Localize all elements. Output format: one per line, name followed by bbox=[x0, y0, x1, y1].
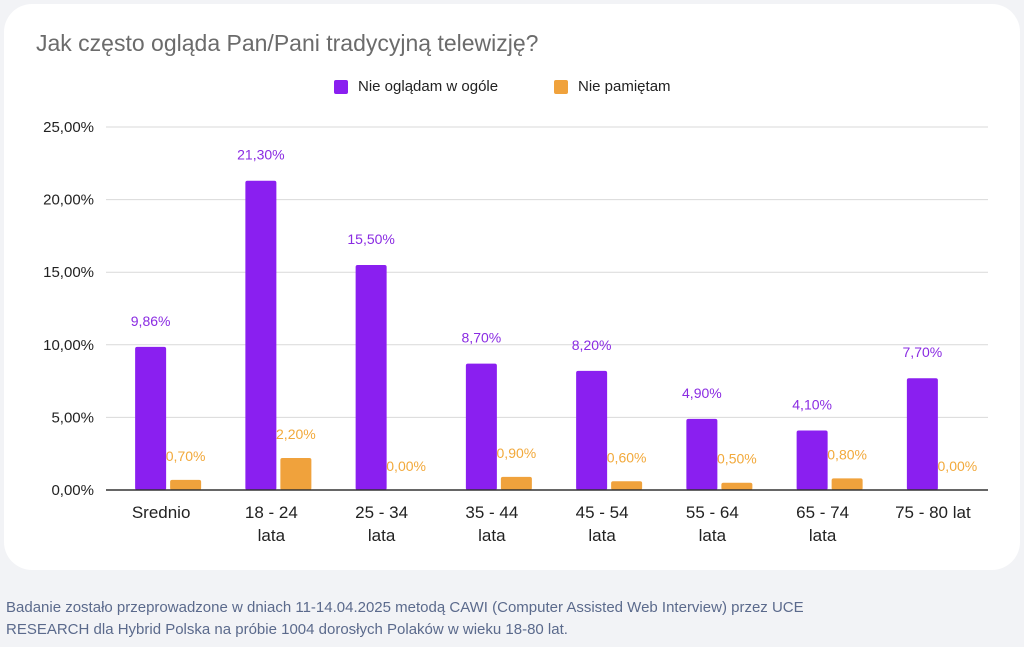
y-tick-label: 0,00% bbox=[51, 482, 94, 499]
data-label-series-2: 2,20% bbox=[276, 426, 316, 442]
footnote-line-2: RESEARCH dla Hybrid Polska na próbie 100… bbox=[6, 621, 568, 638]
bar-series-2 bbox=[831, 478, 863, 490]
bar-series-1 bbox=[135, 346, 167, 490]
data-label-series-1: 4,90% bbox=[682, 385, 722, 401]
data-label-series-1: 4,10% bbox=[792, 396, 832, 412]
legend-swatch-series-1 bbox=[334, 79, 348, 94]
x-tick-label: lata bbox=[699, 526, 727, 545]
x-tick-label: 75 - 80 lat bbox=[895, 503, 971, 522]
x-tick-label: lata bbox=[478, 526, 506, 545]
y-tick-label: 15,00% bbox=[43, 264, 94, 281]
legend: Nie oglądam w ogóle Nie pamiętam bbox=[0, 78, 1024, 100]
y-tick-label: 5,00% bbox=[51, 409, 94, 426]
bar-series-2 bbox=[500, 476, 532, 490]
legend-label-series-2: Nie pamiętam bbox=[578, 78, 671, 95]
data-label-series-2: 0,60% bbox=[607, 449, 647, 465]
footnote-line-1: Badanie zostało przeprowadzone w dniach … bbox=[6, 599, 804, 616]
legend-swatch-series-2 bbox=[554, 79, 568, 94]
data-label-series-2: 0,00% bbox=[386, 458, 426, 474]
bar-series-2 bbox=[280, 458, 312, 490]
y-tick-label: 10,00% bbox=[43, 337, 94, 354]
bar-series-2 bbox=[611, 481, 643, 490]
data-label-series-1: 15,50% bbox=[347, 231, 394, 247]
bar-series-1 bbox=[906, 378, 938, 490]
data-label-series-2: 0,90% bbox=[497, 445, 537, 461]
x-tick-label: 18 - 24 bbox=[245, 503, 298, 522]
footnote: Badanie zostało przeprowadzone w dniach … bbox=[6, 597, 1016, 641]
x-tick-label: lata bbox=[258, 526, 286, 545]
data-label-series-2: 0,70% bbox=[166, 448, 206, 464]
x-tick-label: lata bbox=[588, 526, 616, 545]
data-label-series-1: 21,30% bbox=[237, 147, 284, 163]
data-label-series-2: 0,50% bbox=[717, 451, 757, 467]
bar-series-1 bbox=[576, 370, 608, 490]
bar-series-1 bbox=[465, 363, 497, 490]
legend-item-series-2: Nie pamiętam bbox=[554, 78, 671, 95]
x-tick-label: 35 - 44 bbox=[465, 503, 518, 522]
x-tick-label: 55 - 64 bbox=[686, 503, 739, 522]
data-label-series-2: 0,00% bbox=[938, 458, 978, 474]
data-label-series-1: 9,86% bbox=[131, 313, 171, 329]
bar-series-2 bbox=[721, 482, 753, 490]
y-tick-label: 25,00% bbox=[43, 119, 94, 136]
x-tick-label: lata bbox=[809, 526, 837, 545]
bar-series-1 bbox=[245, 180, 277, 490]
x-tick-label: 65 - 74 bbox=[796, 503, 849, 522]
chart-title: Jak często ogląda Pan/Pani tradycyjną te… bbox=[36, 30, 539, 56]
data-label-series-1: 8,70% bbox=[462, 330, 502, 346]
bar-series-1 bbox=[355, 264, 387, 490]
data-label-series-2: 0,80% bbox=[827, 446, 867, 462]
y-tick-label: 20,00% bbox=[43, 192, 94, 209]
data-label-series-1: 7,70% bbox=[903, 344, 943, 360]
plot-area: 0,00% 5,00% 10,00% 15,00% 20,00% 25,00% 9,86% 0… bbox=[43, 119, 988, 545]
chart-card bbox=[4, 4, 1020, 570]
bar-series-1 bbox=[686, 418, 718, 490]
bar-series-1 bbox=[796, 430, 828, 490]
x-tick-label: Srednio bbox=[132, 503, 191, 522]
x-tick-label: lata bbox=[368, 526, 396, 545]
x-tick-label: 45 - 54 bbox=[576, 503, 629, 522]
data-label-series-1: 8,20% bbox=[572, 337, 612, 353]
x-tick-label: 25 - 34 bbox=[355, 503, 408, 522]
legend-label-series-1: Nie oglądam w ogóle bbox=[358, 78, 499, 95]
legend-item-series-1: Nie oglądam w ogóle bbox=[334, 78, 498, 95]
bar-series-2 bbox=[170, 479, 202, 490]
